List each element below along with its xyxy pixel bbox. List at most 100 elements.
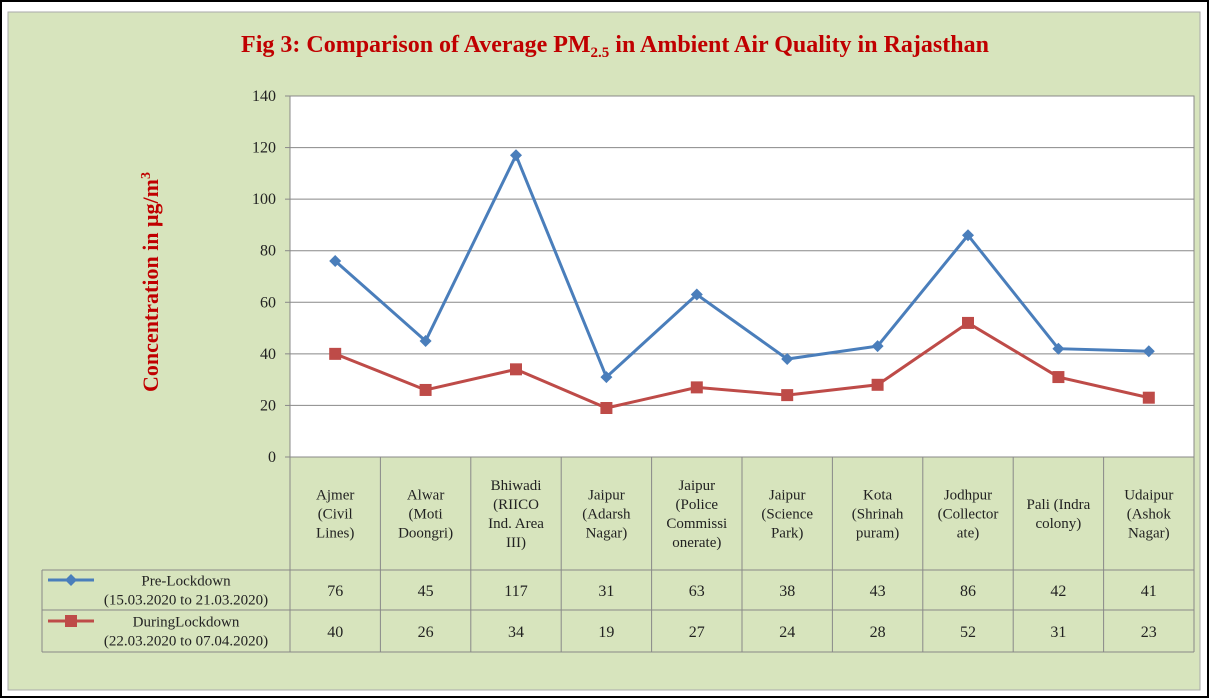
label-line: Ind. Area [488, 516, 544, 532]
label-line: III) [506, 535, 526, 551]
point [962, 316, 974, 329]
label-line: Park) [771, 526, 804, 542]
x-tick-label: Kota (Shrinah puram) [852, 488, 904, 542]
point [781, 353, 794, 366]
point [871, 340, 884, 353]
label-line: (Collector [938, 507, 999, 523]
point [690, 381, 703, 394]
label-line: Jodhpur [944, 488, 992, 504]
y-label-superscript: 3 [139, 172, 154, 179]
label-line: (22.03.2020 to 07.04.2020) [104, 634, 268, 650]
x-tick-label: Jaipur (Science Park) [761, 488, 813, 542]
label-line: onerate) [672, 535, 721, 551]
point [871, 378, 884, 391]
point [690, 288, 703, 301]
y-axis-title: Concentration in μg/m3 [138, 172, 163, 392]
table-value: 42 [1050, 583, 1066, 600]
y-tick-label: 120 [252, 140, 276, 157]
point [600, 402, 613, 415]
plot-area [289, 95, 1195, 458]
label-line: (15.03.2020 to 21.03.2020) [104, 593, 268, 609]
label-line: puram) [856, 526, 899, 542]
table-value: 31 [1050, 624, 1066, 641]
point [329, 255, 342, 268]
title-subscript: 2.5 [591, 45, 610, 61]
label-line: (Shrinah [852, 507, 904, 523]
point [962, 229, 974, 242]
series-line [334, 151, 1149, 380]
table-value: 63 [689, 583, 705, 600]
y-tick-label: 0 [268, 449, 276, 466]
table-value: 40 [327, 624, 343, 641]
label-line: (Ashok [1127, 507, 1172, 523]
legend-label: DuringLockdown (22.03.2020 to 07.04.2020) [104, 615, 268, 650]
label-line: (Science [761, 507, 813, 523]
label-line: Ajmer [316, 488, 354, 504]
label-line: Jaipur [588, 488, 625, 504]
y-tick-label: 20 [260, 397, 276, 414]
label-line: Nagar) [586, 526, 628, 542]
table-value: 117 [504, 583, 527, 600]
legend-marker [65, 574, 77, 586]
label-line: ate) [957, 526, 979, 542]
point [510, 363, 522, 376]
x-tick-label: Jaipur (Adarsh Nagar) [582, 488, 631, 542]
x-tick-label: Pali (Indra colony) [1027, 497, 1091, 532]
series-line [334, 321, 1150, 410]
legend-marker [65, 615, 77, 627]
table-value: 34 [508, 624, 524, 641]
label-line: colony) [1035, 516, 1081, 532]
label-line: Udaipur [1124, 488, 1173, 504]
label-line: DuringLockdown [133, 615, 240, 631]
x-tick-label: Ajmer (Civil Lines) [316, 488, 354, 542]
point [1142, 391, 1155, 404]
table-value: 86 [960, 583, 976, 600]
title-end: in Ambient Air Quality in Rajasthan [615, 32, 989, 58]
table-value: 28 [870, 624, 886, 641]
point [510, 149, 522, 162]
table-value: 23 [1141, 624, 1157, 641]
table-value: 24 [779, 624, 795, 641]
label-line: (RIICO [493, 497, 539, 513]
y-tick-label: 40 [260, 346, 276, 363]
table-value: 26 [418, 624, 434, 641]
label-line: Jaipur [769, 488, 806, 504]
table-value: 76 [327, 583, 343, 600]
point [419, 383, 432, 396]
point [781, 389, 794, 402]
label-line: (Moti [409, 507, 443, 523]
legend-label: Pre-Lockdown (15.03.2020 to 21.03.2020) [104, 574, 268, 609]
y-tick-label: 60 [260, 294, 276, 311]
point [419, 334, 432, 347]
table-value: 19 [598, 624, 614, 641]
point [1052, 371, 1065, 384]
table-value: 27 [689, 624, 705, 641]
label-line: Pre-Lockdown [141, 574, 231, 590]
label-line: Alwar [407, 488, 445, 504]
x-tick-label: Bhiwadi (RIICO Ind. Area III) [488, 478, 544, 551]
chart-title: Fig 3: Comparison of Average PM2.5 in Amb… [241, 32, 989, 61]
table-value: 43 [870, 583, 886, 600]
y-tick-label: 100 [252, 191, 276, 208]
table-value: 41 [1141, 583, 1157, 600]
table-value: 45 [418, 583, 434, 600]
label-line: Lines) [316, 526, 354, 542]
label-line: Kota [863, 488, 893, 504]
x-tick-label: Jodhpur (Collector ate) [938, 488, 999, 542]
label-line: Bhiwadi [491, 478, 542, 494]
table-value: 38 [779, 583, 795, 600]
point [1142, 345, 1155, 358]
y-tick-label: 80 [260, 243, 276, 260]
y-tick-label: 140 [252, 88, 276, 105]
x-tick-label: Udaipur (Ashok Nagar) [1124, 488, 1173, 542]
point [600, 371, 613, 384]
label-line: (Adarsh [582, 507, 631, 523]
title-main: Fig 3: Comparison of Average PM [241, 32, 591, 58]
label-line: Nagar) [1128, 526, 1170, 542]
label-line: (Police [676, 497, 719, 513]
table-value: 52 [960, 624, 976, 641]
label-line: (Civil [318, 507, 353, 523]
label-line: Pali (Indra [1027, 497, 1091, 513]
x-tick-label: Alwar (Moti Doongri) [398, 488, 453, 542]
